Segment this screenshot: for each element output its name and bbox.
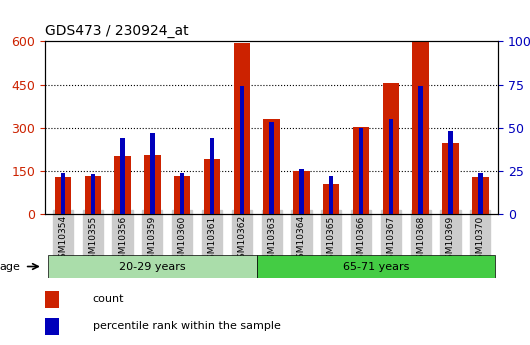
Bar [45,291,59,307]
Bar [48,255,257,278]
Bar [91,174,95,214]
Bar [61,172,65,214]
Bar [293,171,310,214]
Bar [263,119,280,214]
Bar [120,138,125,214]
Bar [388,119,393,214]
Bar [174,176,190,214]
Text: percentile rank within the sample: percentile rank within the sample [93,321,280,331]
Bar [412,42,429,214]
Bar [353,127,369,214]
Bar [210,138,214,214]
Text: age: age [0,262,20,272]
Bar [257,255,495,278]
Bar [114,156,131,214]
Bar [269,122,274,214]
Bar [448,131,453,214]
Bar [240,86,244,214]
Bar [472,177,489,214]
Text: 65-71 years: 65-71 years [343,262,409,272]
Text: count: count [93,294,124,304]
Bar [144,155,161,214]
Bar [150,133,155,214]
Bar [45,318,59,335]
Bar [383,83,399,214]
Bar [85,176,101,214]
Bar [419,86,423,214]
Bar [299,169,304,214]
Bar [204,159,220,214]
Text: GDS473 / 230924_at: GDS473 / 230924_at [45,24,189,38]
Bar [180,172,184,214]
Bar [323,184,339,214]
Bar [234,43,250,214]
Bar [443,144,458,214]
Bar [478,172,482,214]
Bar [55,177,71,214]
Text: 20-29 years: 20-29 years [119,262,186,272]
Bar [359,128,363,214]
Bar [329,176,333,214]
